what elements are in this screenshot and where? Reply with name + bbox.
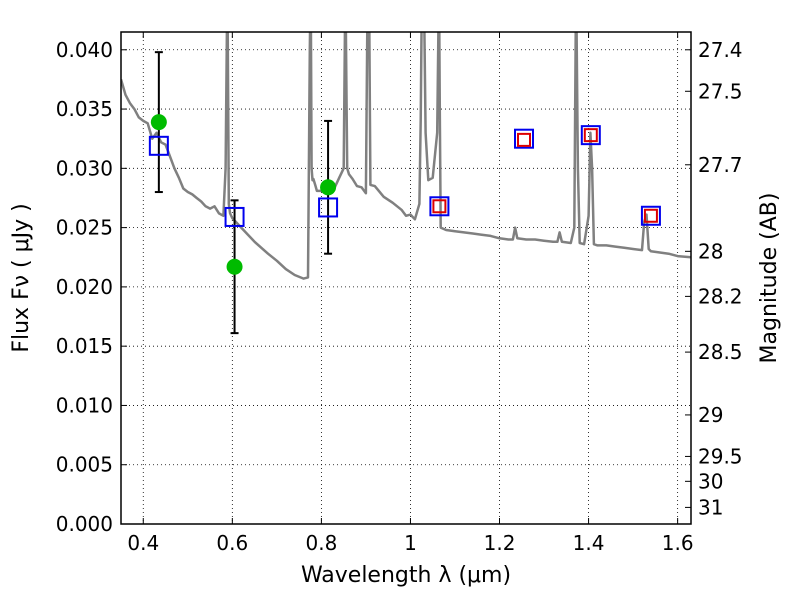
model-flux-square-blue xyxy=(429,196,450,217)
mag-tick-label: 27.7 xyxy=(698,153,743,177)
y-tick-label: 0.030 xyxy=(56,156,113,180)
x-tick-label: 0.4 xyxy=(127,531,159,555)
x-tick-label: 1.4 xyxy=(573,531,605,555)
mag-tick-label: 29.5 xyxy=(698,444,743,468)
series-layer xyxy=(121,32,691,335)
mag-tick-label: 30 xyxy=(698,469,723,493)
model-flux-square-blue xyxy=(224,206,245,227)
x-tick-label: 1.6 xyxy=(662,531,694,555)
y-tick-label: 0.005 xyxy=(56,453,113,477)
x-axis-label: Wavelength λ (μm) xyxy=(301,563,511,588)
y-tick-label: 0.015 xyxy=(56,334,113,358)
model-flux-square-blue xyxy=(148,135,169,156)
y-tick-label: 0.020 xyxy=(56,275,113,299)
grid xyxy=(121,32,691,524)
plot-area xyxy=(121,32,691,524)
y-axis-label: Flux Fν ( μJy ) xyxy=(9,203,34,352)
mag-tick-label: 31 xyxy=(698,495,723,519)
ticks: 0.4 0.6 0.8 1 1.2 1.4 1.6 0.000 0.005 0.010 0.015 0… xyxy=(56,32,743,555)
photometry-point xyxy=(150,114,167,131)
y-tick-label: 0.025 xyxy=(56,216,113,240)
model-flux-square-red xyxy=(643,208,658,223)
photometry-point xyxy=(226,258,243,275)
model-flux-square-red xyxy=(517,132,532,147)
x-tick-label: 1.2 xyxy=(484,531,516,555)
mag-tick-label: 28.5 xyxy=(698,340,743,364)
spectrum-line xyxy=(121,32,691,280)
y-tick-label: 0.035 xyxy=(56,97,113,121)
x-tick-label: 1 xyxy=(404,531,417,555)
y2-axis-label: Magnitude (AB) xyxy=(757,193,782,364)
x-tick-label: 0.6 xyxy=(216,531,248,555)
mag-tick-label: 28.2 xyxy=(698,284,743,308)
model-flux-square-red xyxy=(432,199,447,214)
model-flux-square-red xyxy=(583,128,598,143)
y-tick-label: 0.010 xyxy=(56,393,113,417)
mag-tick-label: 27.4 xyxy=(698,38,743,62)
model-flux-square-blue xyxy=(580,125,601,146)
y-tick-label: 0.040 xyxy=(56,38,113,62)
mag-tick-label: 28 xyxy=(698,239,723,263)
plot-frame xyxy=(120,31,692,525)
photometry-point xyxy=(320,179,337,196)
mag-tick-label: 29 xyxy=(698,403,723,427)
model-flux-square-blue xyxy=(640,205,661,226)
mag-tick-label: 27.5 xyxy=(698,79,743,103)
x-tick-label: 0.8 xyxy=(305,531,337,555)
model-flux-square-blue xyxy=(514,128,535,149)
model-flux-square-blue xyxy=(318,197,339,218)
y-tick-label: 0.000 xyxy=(56,512,113,536)
